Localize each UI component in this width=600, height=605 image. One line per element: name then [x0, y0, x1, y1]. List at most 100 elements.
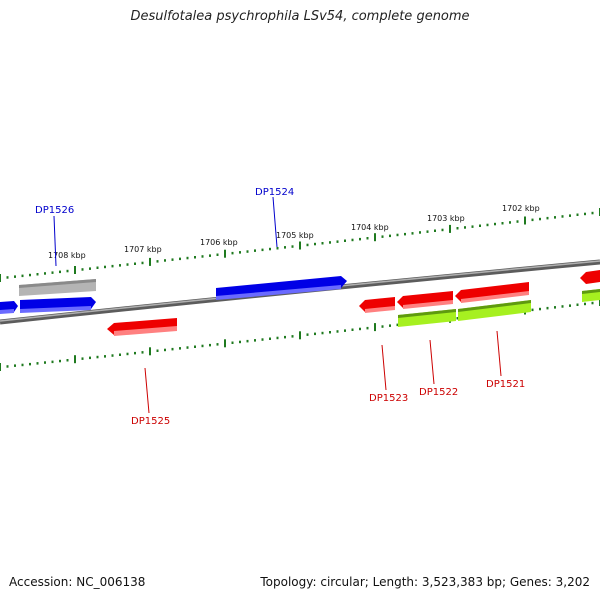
outer-track-minor-tick [321, 242, 324, 245]
inner-track-minor-tick [359, 327, 361, 331]
outer-track-minor-tick [141, 261, 144, 265]
inner-track-minor-tick [104, 355, 106, 358]
outer-track-minor-tick [486, 223, 489, 227]
inner-track-minor-tick [44, 361, 46, 364]
outer-track-minor-tick [389, 234, 391, 238]
outer-track-minor-tick [396, 233, 399, 237]
gene-arrow-lime-edge[interactable] [582, 289, 600, 302]
leader-line-DP1522 [429, 339, 435, 385]
outer-track-minor-tick [494, 222, 496, 226]
outer-track-minor-tick [314, 242, 316, 246]
inner-track-minor-tick [216, 343, 219, 346]
gene-label-DP1526[interactable]: DP1526 [35, 205, 74, 216]
inner-track-major-tick [374, 323, 376, 332]
inner-track-minor-tick [171, 347, 174, 351]
inner-track-minor-tick [134, 351, 136, 355]
outer-track-minor-tick [36, 273, 39, 276]
outer-track-minor-tick [171, 258, 174, 261]
outer-track-minor-tick [531, 218, 534, 222]
outer-track-minor-tick [561, 215, 564, 218]
inner-track-minor-tick [111, 354, 114, 357]
gene-label-DP1523[interactable]: DP1523 [369, 393, 408, 404]
gene-arrow-DP1525[interactable] [107, 318, 177, 336]
inner-track-minor-tick [396, 323, 399, 327]
inner-track-major-tick [149, 347, 151, 356]
inner-track-minor-tick [254, 339, 256, 342]
scale-label-1708: 1708 kbp [48, 251, 86, 260]
scale-label-1702: 1702 kbp [502, 204, 540, 213]
outer-track-minor-tick [209, 254, 211, 257]
inner-track-minor-tick [246, 339, 249, 343]
outer-track-minor-tick [194, 256, 196, 259]
inner-track-minor-tick [576, 303, 579, 306]
outer-track-major-tick [374, 233, 376, 242]
inner-track-minor-tick [344, 329, 346, 332]
outer-track-minor-tick [119, 264, 121, 267]
outer-track-minor-tick [261, 248, 264, 252]
outer-track-major-tick [449, 224, 451, 233]
scale-label-1705: 1705 kbp [276, 231, 314, 240]
gene-arrow-DP1526-a[interactable] [20, 297, 96, 313]
outer-track-minor-tick [546, 216, 549, 220]
outer-track-minor-tick [464, 226, 466, 229]
inner-track-minor-tick [6, 365, 9, 368]
outer-track-minor-tick [456, 227, 459, 230]
outer-track-minor-tick [239, 251, 241, 254]
outer-track-minor-tick [404, 232, 406, 236]
outer-track-minor-tick [164, 259, 166, 262]
gene-arrow-lime-2[interactable] [458, 300, 531, 321]
inner-track-minor-tick [89, 356, 91, 360]
outer-track-minor-tick [126, 263, 129, 266]
outer-track-minor-tick [291, 245, 294, 248]
outer-track-minor-tick [14, 275, 16, 278]
gene-arrow-DP1523[interactable] [359, 297, 395, 313]
inner-track-minor-tick [321, 331, 324, 335]
accession-text: Accession: NC_006138 [9, 575, 146, 589]
outer-track-minor-tick [351, 238, 354, 242]
gene-label-DP1521[interactable]: DP1521 [486, 379, 525, 390]
outer-track-minor-tick [501, 222, 504, 225]
inner-track-minor-tick [561, 305, 564, 308]
outer-track-minor-tick [104, 265, 106, 269]
outer-track-minor-tick [6, 276, 9, 279]
inner-track-minor-tick [276, 336, 279, 340]
gene-label-DP1522[interactable]: DP1522 [419, 387, 458, 398]
gene-arrow-DP1526-grey[interactable] [19, 279, 96, 296]
inner-track-minor-tick [336, 330, 339, 333]
outer-track-minor-tick [44, 272, 46, 275]
gene-arrow-DP1522[interactable] [397, 291, 453, 309]
gene-arrow-right-edge[interactable] [580, 270, 600, 284]
scale-label-1703: 1703 kbp [427, 214, 465, 223]
inner-track-minor-tick [194, 345, 196, 348]
gene-arrow-DP1521[interactable] [455, 282, 529, 303]
outer-track-minor-tick [96, 266, 99, 269]
outer-track-minor-tick [576, 213, 579, 216]
gene-label-DP1524[interactable]: DP1524 [255, 187, 294, 198]
inner-track-minor-tick [291, 335, 294, 338]
inner-track-minor-tick [36, 362, 39, 365]
outer-track-minor-tick [584, 212, 586, 216]
inner-track-minor-tick [29, 362, 31, 366]
inner-track-minor-tick [329, 331, 331, 334]
outer-track-minor-tick [179, 257, 181, 261]
inner-track-minor-tick [591, 301, 594, 305]
outer-track-minor-tick [426, 230, 429, 233]
gene-arrow-left-edge[interactable] [0, 301, 18, 314]
outer-track-major-tick [74, 266, 76, 274]
gene-label-DP1525[interactable]: DP1525 [131, 416, 170, 427]
leader-line-DP1525 [144, 367, 150, 414]
scale-label-1706: 1706 kbp [200, 238, 238, 247]
outer-track-minor-tick [411, 232, 414, 235]
leader-line-DP1521 [496, 330, 502, 377]
inner-track-minor-tick [59, 359, 61, 363]
outer-track-minor-tick [51, 271, 54, 274]
gene-arrow-lime-1[interactable] [398, 309, 456, 327]
outer-track-minor-tick [359, 237, 361, 241]
inner-track-minor-tick [239, 340, 241, 344]
inner-track-minor-tick [306, 333, 309, 336]
outer-track-minor-tick [434, 229, 436, 232]
gene-arrow-DP1524[interactable] [216, 276, 347, 300]
inner-track-minor-tick [179, 347, 181, 350]
